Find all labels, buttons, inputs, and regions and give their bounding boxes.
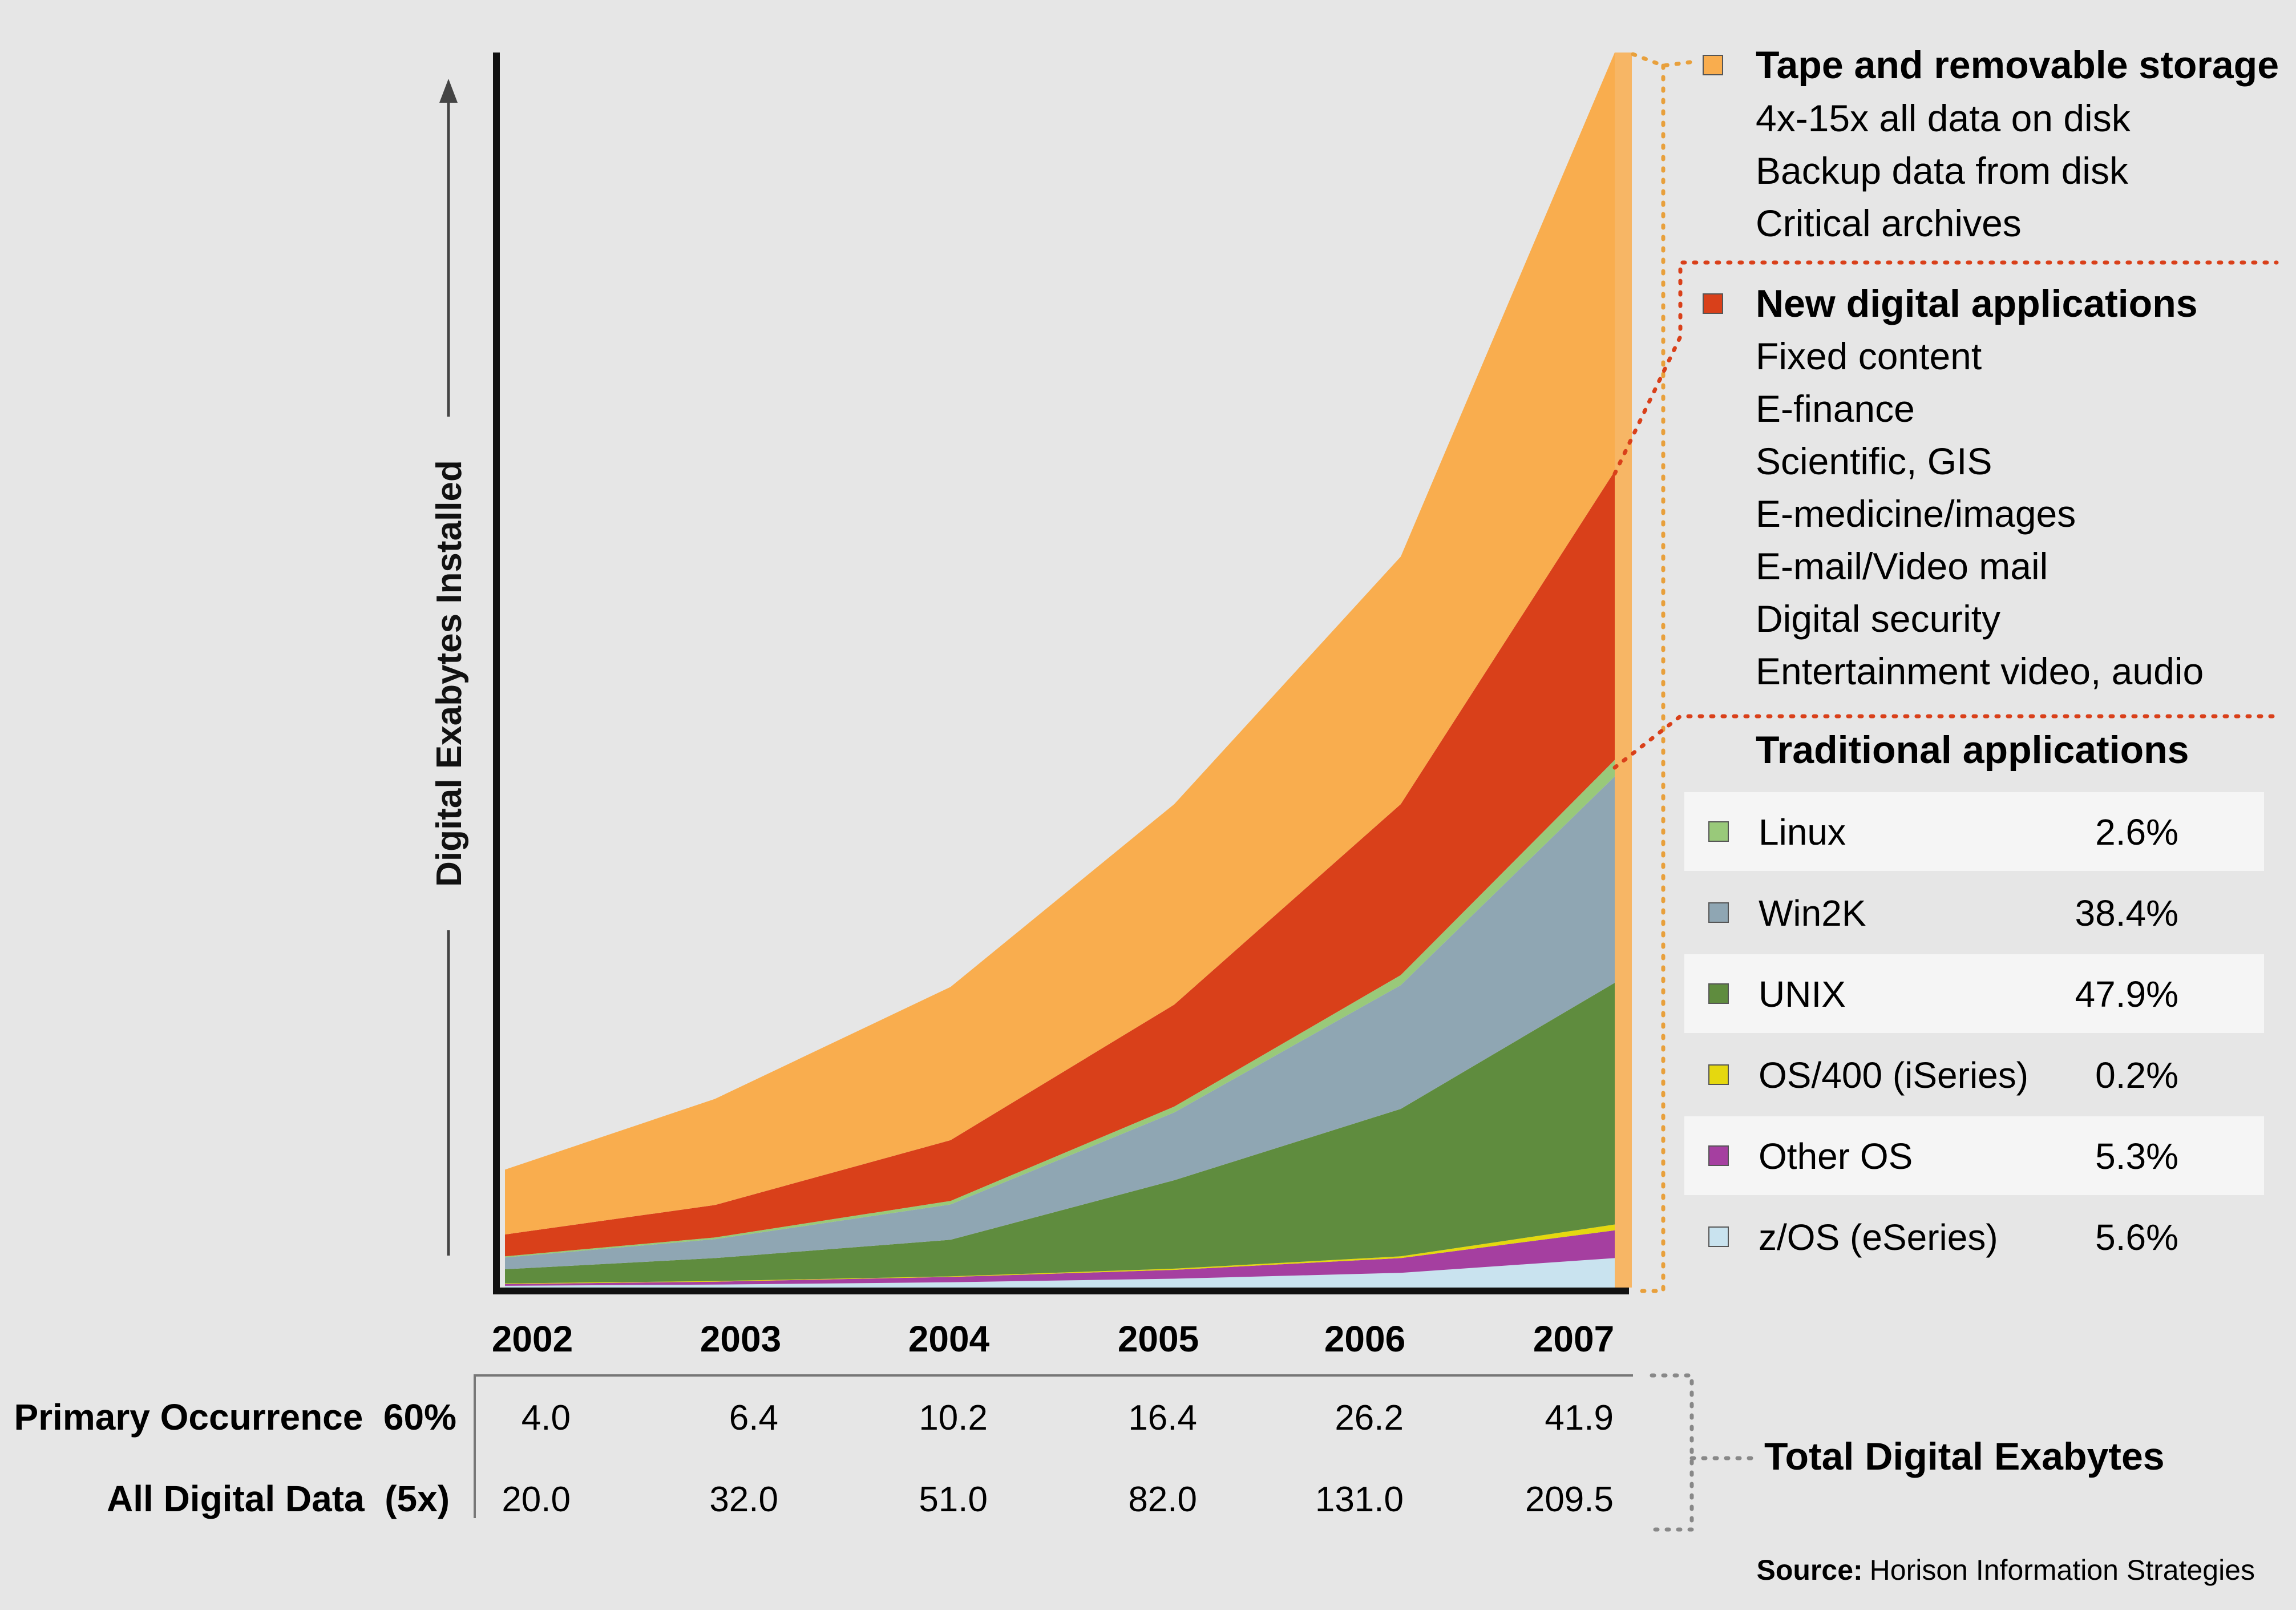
legend-new-apps-item-4: E-mail/Video mail bbox=[1756, 545, 2048, 587]
legend-tape-title: Tape and removable storage bbox=[1756, 43, 2279, 87]
legend-tape-item-2: Critical archives bbox=[1756, 202, 2022, 244]
area-z-os-eseries bbox=[505, 1258, 1615, 1288]
legend-swatch-other-os bbox=[1708, 1145, 1729, 1166]
area-other-os bbox=[505, 1230, 1615, 1286]
legend-new-apps-item-0: Fixed content bbox=[1756, 335, 1982, 377]
table-row-label-primary: Primary Occurrence 60% bbox=[14, 1397, 456, 1438]
legend-swatch-z-os-eseries bbox=[1708, 1226, 1729, 1247]
table-value-all-2002: 20.0 bbox=[502, 1480, 571, 1519]
table-value-all-2005: 82.0 bbox=[1128, 1480, 1197, 1519]
y-axis-title-group: Digital Exabytes Installed bbox=[430, 79, 469, 1256]
source-text: Horison Information Strategies bbox=[1870, 1554, 2255, 1586]
legend-row-pct-os-400-iseries: 0.2% bbox=[2095, 1055, 2178, 1096]
connector-new-apps bbox=[1612, 260, 2279, 476]
legend-row-pct-linux: 2.6% bbox=[2095, 812, 2178, 853]
x-tick-label-2007: 2007 bbox=[1533, 1318, 1614, 1359]
area-win2k bbox=[505, 776, 1615, 1269]
legend-new-apps-title: New digital applications bbox=[1756, 282, 2198, 325]
x-tick-label-2002: 2002 bbox=[492, 1318, 573, 1359]
legend-new-apps-item-2: Scientific, GIS bbox=[1756, 440, 1992, 482]
legend-tape-item-1: Backup data from disk bbox=[1756, 150, 2129, 192]
x-tick-labels: 2002 2003 2004 2005 2006 2007 bbox=[492, 1318, 1614, 1359]
y-axis-label: Digital Exabytes Installed bbox=[430, 460, 469, 887]
table-value-primary-2005: 16.4 bbox=[1128, 1398, 1197, 1438]
legend-new-apps-item-3: E-medicine/images bbox=[1756, 493, 2076, 535]
table-value-primary-2003: 6.4 bbox=[729, 1398, 778, 1438]
table-value-all-2004: 51.0 bbox=[919, 1480, 988, 1519]
legend-tape-item-0: 4x-15x all data on disk bbox=[1756, 97, 2131, 139]
total-digital-exabytes-label: Total Digital Exabytes bbox=[1764, 1435, 2165, 1478]
table-value-primary-2002: 4.0 bbox=[522, 1398, 571, 1438]
area-unix bbox=[505, 983, 1615, 1284]
legend-connectors bbox=[1612, 52, 2279, 1532]
area-new-digital-applications bbox=[505, 471, 1615, 1257]
right-edge-band bbox=[1615, 53, 1632, 1288]
data-table: Primary Occurrence 60% All Digital Data … bbox=[14, 1374, 2165, 1519]
legend-row-name-os-400-iseries: OS/400 (iSeries) bbox=[1759, 1055, 2028, 1096]
y-axis-arrow-head-icon bbox=[439, 79, 458, 103]
table-value-all-2003: 32.0 bbox=[709, 1480, 778, 1519]
legend-row-pct-win2k: 38.4% bbox=[2075, 893, 2178, 934]
legend-row-name-other-os: Other OS bbox=[1759, 1136, 1913, 1177]
legend-new-apps-item-6: Entertainment video, audio bbox=[1756, 650, 2204, 692]
legend-row-pct-unix: 47.9% bbox=[2075, 974, 2178, 1015]
legend-swatch-os-400-iseries bbox=[1708, 1064, 1729, 1085]
area-series bbox=[505, 53, 1632, 1288]
legend-row-name-linux: Linux bbox=[1759, 812, 1846, 853]
legend-row-name-unix: UNIX bbox=[1759, 974, 1846, 1015]
legend-row-band-linux bbox=[1684, 792, 2264, 871]
plot-area: 2002 2003 2004 2005 2006 2007 bbox=[492, 53, 1632, 1359]
legend-traditional: Traditional applications Linux 2.6% Win2K 3… bbox=[1684, 728, 2264, 1258]
source-label: Source: bbox=[1757, 1554, 1863, 1586]
x-tick-label-2005: 2005 bbox=[1118, 1318, 1199, 1359]
legend-row-pct-z-os-eseries: 5.6% bbox=[2095, 1217, 2178, 1258]
legend-row-name-win2k: Win2K bbox=[1759, 893, 1866, 934]
source-note: Source: Horison Information Strategies bbox=[1757, 1554, 2255, 1586]
legend-row-pct-other-os: 5.3% bbox=[2095, 1136, 2178, 1177]
legend-traditional-title: Traditional applications bbox=[1756, 728, 2189, 772]
legend-traditional-rows: Linux 2.6% Win2K 38.4% UNIX 47.9% OS/400 (iSer… bbox=[1684, 792, 2264, 1258]
connector-traditional bbox=[1612, 714, 2279, 770]
legend-swatch-linux bbox=[1708, 821, 1729, 842]
table-value-primary-2006: 26.2 bbox=[1335, 1398, 1404, 1438]
x-tick-label-2006: 2006 bbox=[1324, 1318, 1405, 1359]
legend-swatch-tape bbox=[1703, 55, 1723, 75]
legend-new-apps-item-1: E-finance bbox=[1756, 388, 1915, 430]
legend-row-name-z-os-eseries: z/OS (eSeries) bbox=[1759, 1217, 1998, 1258]
connector-total bbox=[1650, 1373, 1754, 1532]
legend-new-apps: New digital applications Fixed content E… bbox=[1703, 282, 2204, 692]
table-row-label-all: All Digital Data (5x) bbox=[107, 1478, 450, 1519]
table-value-primary-2004: 10.2 bbox=[919, 1398, 988, 1438]
legend-row-band-unix bbox=[1684, 954, 2264, 1033]
legend-row-band-other-os bbox=[1684, 1116, 2264, 1195]
legend-new-apps-item-5: Digital security bbox=[1756, 598, 2000, 640]
table-value-primary-2007: 41.9 bbox=[1545, 1398, 1614, 1438]
table-value-all-2006: 131.0 bbox=[1315, 1480, 1404, 1519]
connector-tape bbox=[1631, 52, 1697, 1293]
legend-swatch-new-apps bbox=[1703, 293, 1723, 314]
legend-swatch-unix bbox=[1708, 983, 1729, 1004]
x-tick-label-2004: 2004 bbox=[908, 1318, 990, 1359]
legend-tape: Tape and removable storage 4x-15x all da… bbox=[1703, 43, 2279, 244]
x-tick-label-2003: 2003 bbox=[700, 1318, 781, 1359]
legend-swatch-win2k bbox=[1708, 902, 1729, 923]
table-values: 4.0 6.4 10.2 16.4 26.2 41.9 20.0 32.0 51.0 82.0 13… bbox=[502, 1398, 1614, 1519]
area-linux bbox=[505, 760, 1615, 1258]
table-value-all-2007: 209.5 bbox=[1525, 1480, 1614, 1519]
area-tape-and-removable-storage bbox=[505, 53, 1615, 1234]
